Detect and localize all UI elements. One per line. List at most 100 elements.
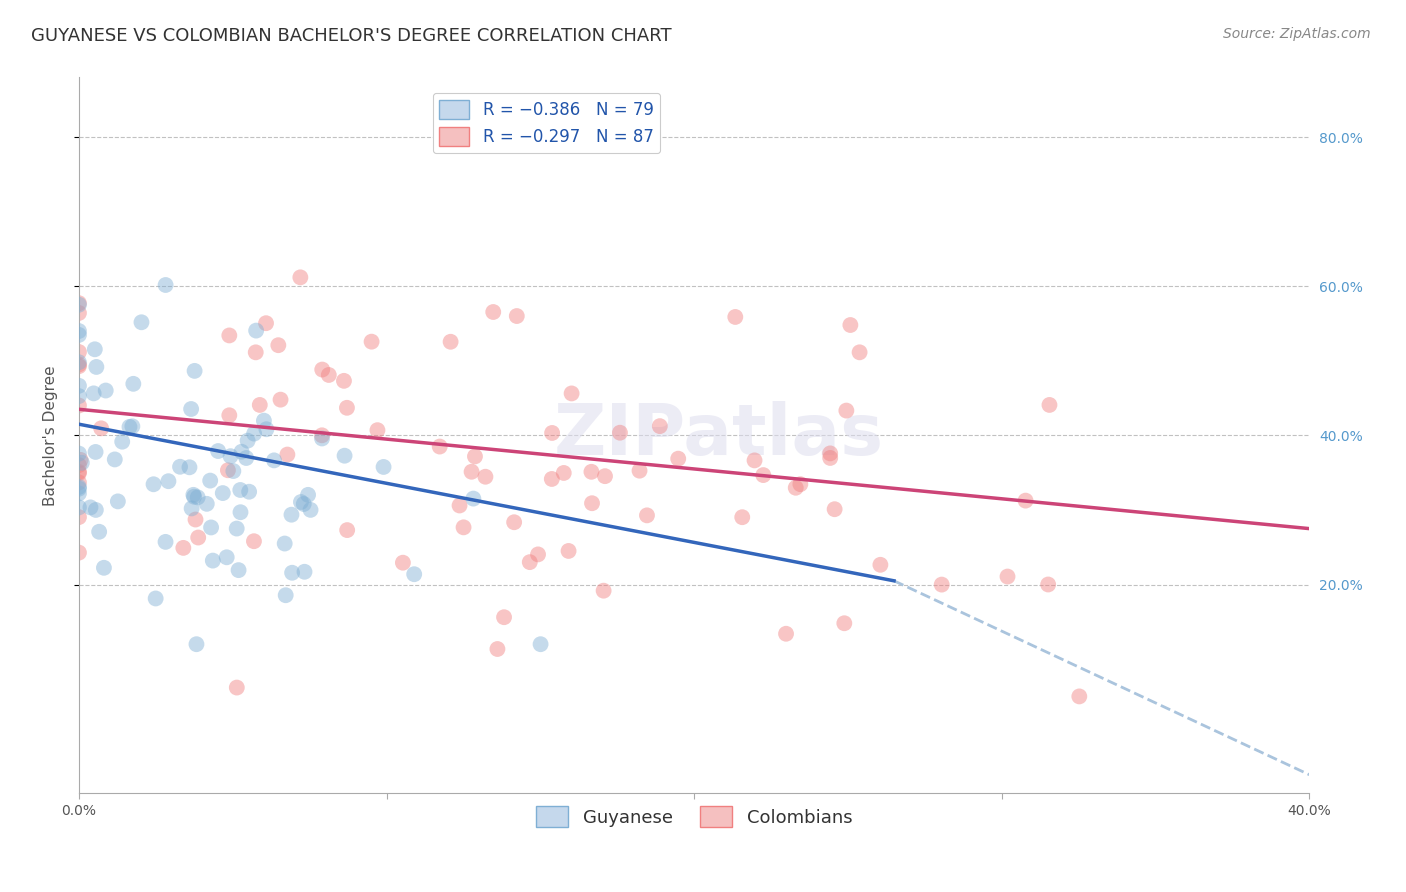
Point xyxy=(67,355,90,369)
Point xyxy=(67,465,90,479)
Point xyxy=(229,483,252,497)
Point xyxy=(253,414,276,428)
Point xyxy=(67,389,90,403)
Point xyxy=(67,482,90,496)
Point xyxy=(198,474,221,488)
Point xyxy=(67,510,90,524)
Point xyxy=(79,500,101,515)
Point xyxy=(1014,493,1036,508)
Text: GUYANESE VS COLOMBIAN BACHELOR'S DEGREE CORRELATION CHART: GUYANESE VS COLOMBIAN BACHELOR'S DEGREE … xyxy=(31,27,672,45)
Point xyxy=(276,448,298,462)
Point xyxy=(94,384,117,398)
Point xyxy=(67,378,90,392)
Point xyxy=(183,488,205,502)
Point xyxy=(541,425,564,440)
Point xyxy=(997,569,1019,583)
Point xyxy=(1036,577,1059,591)
Point xyxy=(121,419,143,434)
Point xyxy=(752,468,775,483)
Point xyxy=(482,305,505,319)
Point xyxy=(609,425,631,440)
Point xyxy=(187,491,209,505)
Point xyxy=(557,544,579,558)
Point xyxy=(292,497,315,511)
Point xyxy=(474,469,496,483)
Point xyxy=(636,508,658,523)
Point xyxy=(731,510,754,524)
Point xyxy=(243,534,266,549)
Text: ZIPatlas: ZIPatlas xyxy=(554,401,884,470)
Point xyxy=(93,561,115,575)
Point xyxy=(254,316,277,330)
Point xyxy=(581,496,603,510)
Point xyxy=(195,497,218,511)
Point xyxy=(172,541,194,555)
Point xyxy=(229,505,252,519)
Point xyxy=(294,565,316,579)
Point xyxy=(818,446,841,460)
Point xyxy=(593,469,616,483)
Point xyxy=(67,486,90,500)
Point xyxy=(89,524,111,539)
Point xyxy=(231,444,253,458)
Point xyxy=(254,422,277,436)
Point xyxy=(67,345,90,359)
Point xyxy=(228,563,250,577)
Point xyxy=(211,486,233,500)
Point xyxy=(122,376,145,391)
Point xyxy=(249,398,271,412)
Point xyxy=(184,512,207,526)
Point xyxy=(263,453,285,467)
Point xyxy=(218,328,240,343)
Point xyxy=(561,386,583,401)
Point xyxy=(238,484,260,499)
Point xyxy=(218,409,240,423)
Point xyxy=(84,445,107,459)
Point xyxy=(931,577,953,591)
Point xyxy=(183,490,205,504)
Point xyxy=(83,386,105,401)
Point xyxy=(366,423,388,437)
Point xyxy=(453,520,475,534)
Point xyxy=(83,343,105,357)
Point xyxy=(142,477,165,491)
Point xyxy=(219,449,242,463)
Point xyxy=(67,500,90,515)
Point xyxy=(225,522,247,536)
Point xyxy=(519,555,541,569)
Y-axis label: Bachelor's Degree: Bachelor's Degree xyxy=(44,365,58,506)
Text: Source: ZipAtlas.com: Source: ZipAtlas.com xyxy=(1223,27,1371,41)
Point xyxy=(311,428,333,442)
Point xyxy=(180,501,202,516)
Point xyxy=(848,345,870,359)
Point xyxy=(439,334,461,349)
Point xyxy=(179,460,201,475)
Point xyxy=(67,306,90,320)
Point xyxy=(373,459,395,474)
Point xyxy=(67,458,90,472)
Point xyxy=(67,446,90,460)
Point xyxy=(145,591,167,606)
Point xyxy=(529,637,551,651)
Point xyxy=(290,270,312,285)
Point xyxy=(299,503,322,517)
Point xyxy=(666,451,689,466)
Point xyxy=(217,463,239,477)
Point xyxy=(1038,398,1060,412)
Point xyxy=(111,434,134,449)
Point xyxy=(429,440,451,454)
Point xyxy=(183,364,205,378)
Point xyxy=(506,309,529,323)
Point xyxy=(118,420,141,434)
Point xyxy=(243,426,266,441)
Point xyxy=(449,499,471,513)
Point xyxy=(267,338,290,352)
Point xyxy=(70,456,93,470)
Point xyxy=(494,610,516,624)
Point xyxy=(67,327,90,342)
Point xyxy=(628,464,651,478)
Point xyxy=(333,449,356,463)
Point xyxy=(553,466,575,480)
Point xyxy=(540,472,562,486)
Point xyxy=(84,503,107,517)
